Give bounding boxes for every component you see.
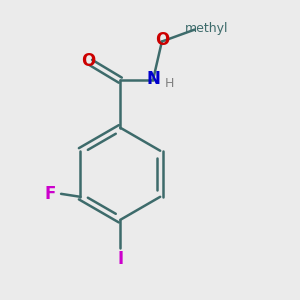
Text: I: I	[117, 250, 123, 268]
Text: O: O	[155, 31, 170, 49]
Text: N: N	[147, 70, 160, 88]
Text: O: O	[81, 52, 95, 70]
Text: F: F	[44, 185, 56, 203]
Text: methyl: methyl	[185, 22, 228, 34]
Text: H: H	[165, 77, 174, 90]
